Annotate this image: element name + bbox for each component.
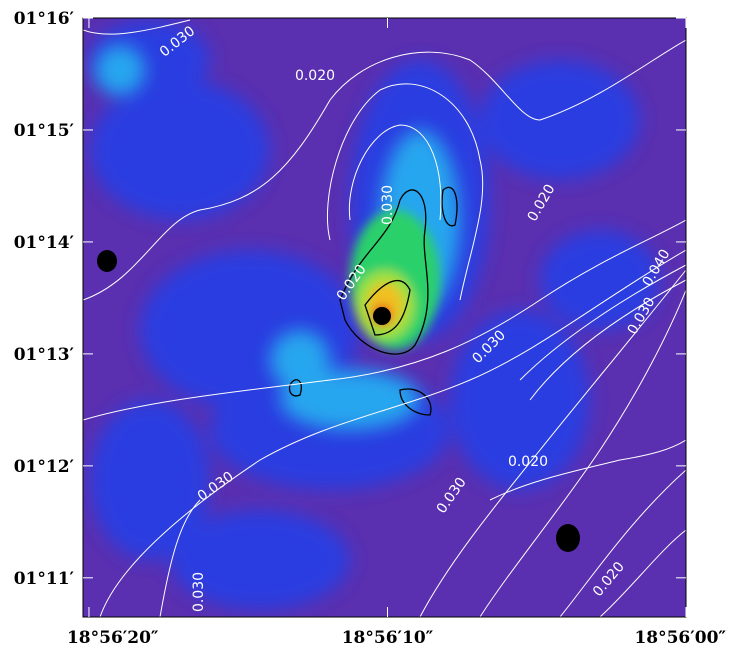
y-tick-label: 01°14′: [14, 233, 75, 253]
y-tick-label: 01°15′: [14, 121, 75, 141]
x-tick-label: 18°56′10″: [342, 628, 434, 648]
contour-label: 0.020: [295, 68, 335, 84]
x-tick-label: 18°56′20″: [67, 628, 159, 648]
y-tick-label: 01°16′: [14, 9, 75, 29]
chart: 01°16′ 01°15′ 01°14′ 01°13′ 01°12′ 01°11′ 18°5…: [0, 0, 731, 653]
image: [83, 18, 686, 617]
y-tick-label: 01°11′: [14, 569, 75, 589]
y-tick-label: 01°13′: [14, 345, 75, 365]
contour-label: 0.020: [508, 454, 548, 470]
contour-label: 0.030: [191, 572, 207, 612]
x-tick-label: 18°56′00″: [634, 628, 726, 648]
y-tick-label: 01°12′: [14, 457, 75, 477]
contour-label: 0.030: [380, 185, 396, 225]
